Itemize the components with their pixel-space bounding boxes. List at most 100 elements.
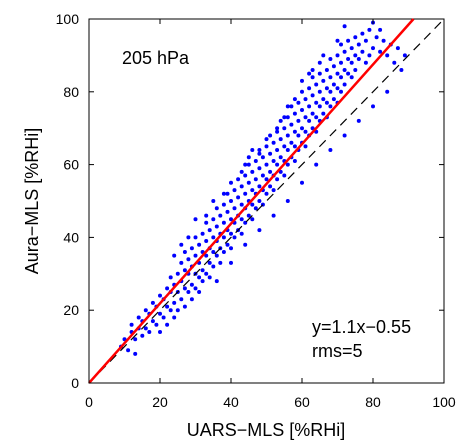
scatter-point [165,322,170,327]
scatter-point [179,242,184,247]
scatter-point [260,155,265,160]
scatter-point [285,133,290,138]
scatter-point [317,104,322,109]
scatter-point [395,46,400,51]
scatter-point [214,253,219,258]
scatter-point [161,315,166,320]
x-tick-label: 60 [294,394,310,410]
scatter-point [229,246,233,251]
scatter-point [179,297,184,302]
scatter-point [339,75,343,80]
scatter-point [243,242,248,247]
scatter-point [193,217,198,222]
y-tick-label: 60 [63,157,79,173]
scatter-point [310,93,315,98]
scatter-point [204,253,209,258]
scatter-point [363,60,368,65]
scatter-point [250,202,255,207]
scatter-point [133,337,138,342]
scatter-point [296,133,301,138]
scatter-point [250,188,255,193]
scatter-point [360,49,365,54]
scatter-point [211,250,216,254]
scatter-point [399,68,404,72]
scatter-point [314,162,319,167]
scatter-point [218,260,223,265]
scatter-point [221,235,226,240]
scatter-point [307,86,312,91]
scatter-point [182,250,187,254]
scatter-point [346,71,351,76]
scatter-point [292,97,297,102]
scatter-point [296,100,301,105]
scatter-point [168,275,173,280]
scatter-point [314,115,319,120]
scatter-point [257,199,262,203]
y-tick-label: 0 [71,375,79,391]
scatter-point [239,231,244,236]
scatter-point [236,195,241,200]
scatter-point [268,151,273,156]
scatter-point [232,206,237,211]
scatter-point [282,126,287,131]
scatter-point [346,57,351,61]
scatter-point [200,279,205,284]
scatter-point [342,24,347,29]
x-tick-label: 100 [432,394,456,410]
scatter-point [307,104,312,109]
scatter-point [221,202,226,207]
data-points [119,20,407,356]
scatter-point [282,144,287,149]
scatter-point [285,115,290,120]
scatter-point [349,46,354,51]
scatter-point [317,89,322,94]
scatter-point [143,308,148,313]
scatter-point [253,177,258,182]
scatter-point [136,315,141,320]
scatter-point [150,300,155,305]
scatter-point [285,162,290,167]
scatter-point [300,108,304,112]
scatter-point [314,100,319,105]
scatter-point [353,68,358,72]
scatter-point [363,38,368,43]
scatter-point [257,148,262,152]
scatter-point [211,199,216,203]
scatter-point [278,155,283,160]
scatter-point [204,220,209,225]
scatter-point [303,129,308,134]
scatter-point [324,68,329,72]
scatter-point [264,191,269,196]
scatter-point [328,75,333,80]
scatter-point [172,300,177,305]
scatter-point [285,148,290,152]
scatter-point [360,31,365,36]
scatter-point [229,231,233,236]
scatter-point [324,86,329,91]
scatter-point [292,111,297,116]
y-tick-label: 80 [63,84,79,100]
scatter-point [239,184,244,189]
scatter-point [204,213,209,218]
scatter-point [321,78,326,83]
fit-equation-label: y=1.1x−0.55 [312,317,411,337]
scatter-point [342,68,347,72]
scatter-point [147,330,152,334]
scatter-point [264,137,269,142]
scatter-point [246,155,251,160]
scatter-point [239,217,244,222]
x-tick-label: 0 [85,394,93,410]
scatter-point [246,162,251,167]
scatter-point [268,184,273,189]
scatter-point [282,173,287,178]
scatter-point [292,159,297,163]
scatter-point [275,129,280,134]
x-tick-label: 80 [365,394,381,410]
scatter-point [172,253,177,258]
scatter-point [221,191,226,196]
axis-ticks: 0 20 40 60 80 100 0 20 40 60 80 100 [56,11,456,410]
scatter-point [229,199,233,203]
scatter-point [335,38,340,43]
scatter-point [182,304,187,309]
scatter-point [271,188,276,193]
